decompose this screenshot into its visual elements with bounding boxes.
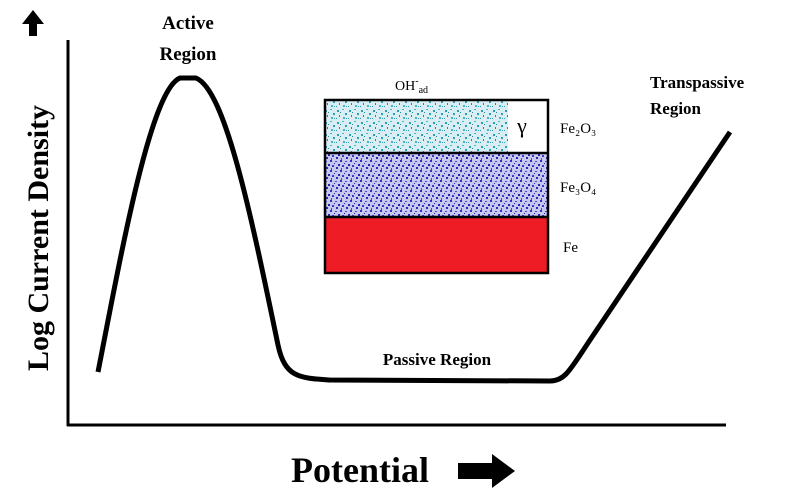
adsorbed-sub: ad — [419, 85, 428, 96]
passive-region-label: Passive Region — [383, 350, 492, 369]
transpassive-region-label: Transpassive — [650, 73, 745, 92]
magnetite-layer — [325, 153, 548, 217]
layer-label: Fe₃O₄ — [560, 180, 596, 196]
diagram: Log Current Density Potential Active Reg… — [0, 0, 791, 490]
iron-layer — [325, 217, 548, 273]
adsorbed-label: OH-ad — [395, 76, 428, 96]
active-region-label: Active — [162, 13, 214, 34]
gamma-label: γ — [516, 113, 527, 138]
transpassive-region-label: Region — [650, 99, 702, 118]
page: Log Current Density Potential Active Reg… — [0, 0, 791, 490]
layer-label: Fe₂O₃ — [560, 121, 596, 137]
x-arrow — [458, 454, 515, 488]
active-region-label: Region — [160, 44, 217, 65]
y-arrow — [22, 10, 44, 36]
x-axis-label: Potential — [291, 450, 429, 490]
gamma-blank — [508, 101, 547, 152]
y-axis-label: Log Current Density — [22, 105, 55, 371]
adsorbed-base: OH — [395, 79, 415, 94]
layer-label: Fe — [563, 240, 578, 256]
